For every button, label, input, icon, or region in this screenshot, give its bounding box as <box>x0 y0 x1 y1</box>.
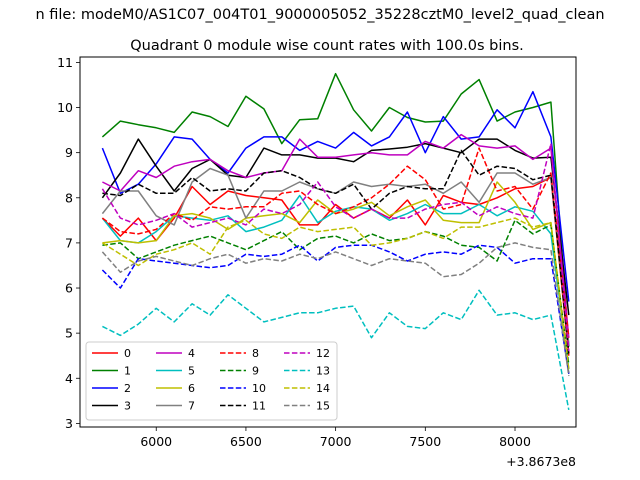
legend-label-10: 10 <box>252 382 266 395</box>
legend-label-7: 7 <box>188 400 195 413</box>
y-tick-label: 5 <box>65 326 73 341</box>
y-tick-label: 4 <box>65 371 73 386</box>
legend-label-8: 8 <box>252 347 259 360</box>
legend-label-12: 12 <box>316 347 330 360</box>
y-tick-label: 3 <box>65 416 73 431</box>
plot-lines <box>101 72 570 411</box>
y-tick-label: 6 <box>65 281 73 296</box>
legend-box <box>85 341 338 421</box>
x-tick-label: 6000 <box>140 434 172 449</box>
series-line-12 <box>101 142 570 352</box>
legend-label-6: 6 <box>188 382 195 395</box>
legend-label-5: 5 <box>188 365 195 378</box>
x-tick-label: 7000 <box>320 434 352 449</box>
legend-label-0: 0 <box>124 347 131 360</box>
y-tick-label: 11 <box>57 55 73 70</box>
series-line-8 <box>101 147 570 338</box>
series-line-15 <box>101 242 570 377</box>
series-line-14 <box>102 217 570 370</box>
series-line-0 <box>101 176 570 356</box>
x-tick-label: 7500 <box>409 434 441 449</box>
y-tick-label: 7 <box>65 235 73 250</box>
legend-label-15: 15 <box>316 400 330 413</box>
x-axis: 6000 6500 7000 7500 8000 <box>140 427 531 449</box>
legend-label-11: 11 <box>252 400 266 413</box>
series-line-3 <box>101 138 570 316</box>
y-tick-label: 8 <box>65 190 73 205</box>
legend-label-13: 13 <box>316 365 330 378</box>
chart-title: Quadrant 0 module wise count rates with … <box>130 38 524 54</box>
y-tick-label: 10 <box>57 100 73 115</box>
series-line-1 <box>101 72 570 347</box>
y-axis: 3 4 5 6 7 8 9 10 11 <box>57 55 80 431</box>
x-tick-label: 8000 <box>499 434 531 449</box>
series-line-4 <box>102 133 570 338</box>
series-line-11 <box>102 149 570 354</box>
x-offset-text: +3.8673e8 <box>506 454 576 469</box>
legend-label-14: 14 <box>316 382 330 395</box>
legend-label-4: 4 <box>188 347 195 360</box>
legend-label-3: 3 <box>124 400 131 413</box>
series-line-9 <box>102 219 570 365</box>
series-line-2 <box>101 90 570 302</box>
plot-frame <box>79 56 577 428</box>
series-line-7 <box>101 167 570 345</box>
legend-label-1: 1 <box>124 365 131 378</box>
y-tick-label: 9 <box>65 145 73 160</box>
x-tick-label: 6500 <box>230 434 262 449</box>
legend-label-9: 9 <box>252 365 259 378</box>
chart-file-title: n file: modeM0/AS1C07_004T01_9000005052_… <box>35 7 604 23</box>
series-line-10 <box>101 244 570 374</box>
series-line-13 <box>102 289 570 411</box>
legend-label-2: 2 <box>124 382 131 395</box>
